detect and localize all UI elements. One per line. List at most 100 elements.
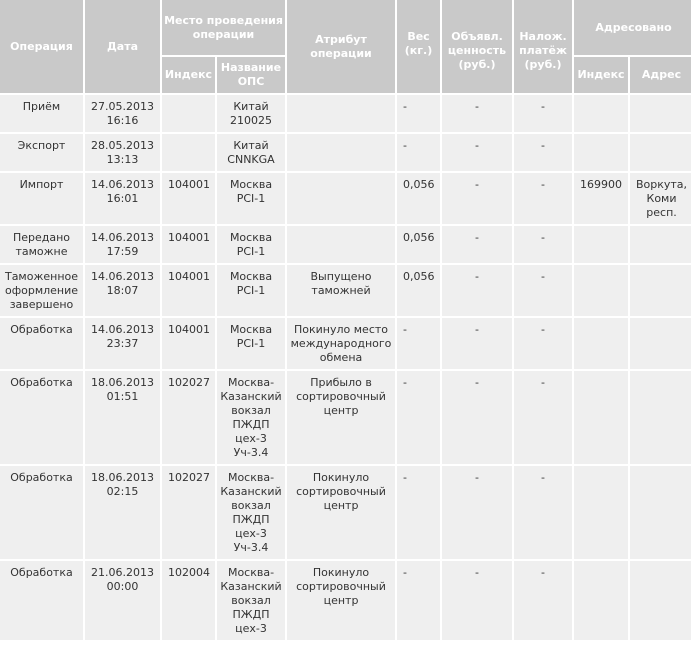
cell-weight: 0,056 — [397, 173, 441, 224]
cell-operation: Передано таможне — [0, 226, 83, 263]
cell-attribute — [287, 226, 396, 263]
cell-operation: Обработка — [0, 371, 83, 464]
table-row: Экспорт 28.05.2013 13:13 Китай CNNKGA - - - — [0, 134, 691, 171]
cell-addr — [630, 561, 691, 640]
cell-date: 18.06.2013 02:15 — [85, 466, 160, 559]
cell-place: Москва PCI-1 — [217, 173, 286, 224]
cell-addr-index — [574, 265, 629, 316]
cell-index: 104001 — [162, 226, 215, 263]
cell-index: 104001 — [162, 265, 215, 316]
cell-attribute — [287, 173, 396, 224]
cell-addr-index — [574, 561, 629, 640]
cell-index: 104001 — [162, 173, 215, 224]
cell-value: - — [442, 466, 513, 559]
cell-addr — [630, 466, 691, 559]
cell-operation: Обработка — [0, 466, 83, 559]
cell-index: 102004 — [162, 561, 215, 640]
table-body: Приём 27.05.2013 16:16 Китай 210025- - - Экспор… — [0, 95, 691, 640]
col-declared-value: Объявл. ценность (руб.) — [442, 0, 513, 93]
table-row: Передано таможне 14.06.2013 17:59 104001 Моск… — [0, 226, 691, 263]
cell-attribute: Выпущено таможней — [287, 265, 396, 316]
col-addressed: Адресовано — [574, 0, 691, 55]
cell-value: - — [442, 265, 513, 316]
table-row: Импорт 14.06.2013 16:01 104001 Москва PCI-1 0,… — [0, 173, 691, 224]
cell-index: 102027 — [162, 371, 215, 464]
cell-cod: - — [514, 466, 573, 559]
col-operation: Операция — [0, 0, 83, 93]
cell-addr-index — [574, 371, 629, 464]
cell-weight: - — [397, 318, 441, 369]
cell-cod: - — [514, 265, 573, 316]
cell-addr-index — [574, 466, 629, 559]
cell-index — [162, 134, 215, 171]
cell-addr-index: 169900 — [574, 173, 629, 224]
col-cod: Налож. платёж (руб.) — [514, 0, 573, 93]
cell-weight: 0,056 — [397, 226, 441, 263]
cell-index — [162, 95, 215, 132]
cell-place: Китай 210025 — [217, 95, 286, 132]
cell-index: 104001 — [162, 318, 215, 369]
col-addr-index: Индекс — [574, 57, 629, 93]
cell-place: Москва- Казанский вокзал ПЖДП цех-3 Уч-3.4 — [217, 371, 286, 464]
cell-cod: - — [514, 134, 573, 171]
col-addr-address: Адрес — [630, 57, 691, 93]
col-date: Дата — [85, 0, 160, 93]
cell-date: 14.06.2013 18:07 — [85, 265, 160, 316]
cell-date: 14.06.2013 23:37 — [85, 318, 160, 369]
cell-attribute — [287, 95, 396, 132]
cell-addr-index — [574, 226, 629, 263]
cell-place: Китай CNNKGA — [217, 134, 286, 171]
cell-operation: Обработка — [0, 561, 83, 640]
cell-date: 14.06.2013 17:59 — [85, 226, 160, 263]
cell-addr — [630, 265, 691, 316]
cell-value: - — [442, 226, 513, 263]
cell-attribute: Покинуло место международного обмена — [287, 318, 396, 369]
cell-date: 18.06.2013 01:51 — [85, 371, 160, 464]
cell-place: Москва- Казанский вокзал ПЖДП цех-3 Уч-3.4 — [217, 466, 286, 559]
cell-value: - — [442, 318, 513, 369]
cell-value: - — [442, 371, 513, 464]
cell-date: 14.06.2013 16:01 — [85, 173, 160, 224]
cell-addr — [630, 226, 691, 263]
cell-place: Москва PCI-1 — [217, 226, 286, 263]
cell-attribute: Покинуло сортировочный центр — [287, 466, 396, 559]
cell-cod: - — [514, 371, 573, 464]
table-row: Обработка 21.06.2013 00:00 102004 Москва- Каз… — [0, 561, 691, 640]
cell-place: Москва- Казанский вокзал ПЖДП цех-3 — [217, 561, 286, 640]
cell-addr: Воркута, Коми респ. — [630, 173, 691, 224]
cell-cod: - — [514, 318, 573, 369]
cell-attribute — [287, 134, 396, 171]
cell-addr — [630, 318, 691, 369]
table-row: Обработка 18.06.2013 01:51 102027 Москва- Каз… — [0, 371, 691, 464]
cell-operation: Таможенное оформление завершено — [0, 265, 83, 316]
cell-cod: - — [514, 173, 573, 224]
cell-addr — [630, 95, 691, 132]
cell-addr-index — [574, 95, 629, 132]
cell-operation: Экспорт — [0, 134, 83, 171]
cell-date: 28.05.2013 13:13 — [85, 134, 160, 171]
cell-weight: - — [397, 561, 441, 640]
cell-weight: - — [397, 134, 441, 171]
cell-value: - — [442, 95, 513, 132]
col-weight: Вес (кг.) — [397, 0, 441, 93]
col-place-index: Индекс — [162, 57, 215, 93]
cell-weight: - — [397, 371, 441, 464]
cell-addr-index — [574, 318, 629, 369]
cell-value: - — [442, 134, 513, 171]
cell-operation: Обработка — [0, 318, 83, 369]
cell-cod: - — [514, 561, 573, 640]
cell-addr — [630, 371, 691, 464]
cell-operation: Импорт — [0, 173, 83, 224]
cell-place: Москва PCI-1 — [217, 265, 286, 316]
table-row: Обработка 18.06.2013 02:15 102027 Москва- Каз… — [0, 466, 691, 559]
cell-weight: - — [397, 95, 441, 132]
cell-value: - — [442, 561, 513, 640]
cell-attribute: Покинуло сортировочный центр — [287, 561, 396, 640]
table-row: Обработка 14.06.2013 23:37 104001 Москва PCI-… — [0, 318, 691, 369]
cell-date: 27.05.2013 16:16 — [85, 95, 160, 132]
cell-index: 102027 — [162, 466, 215, 559]
col-place-name: Название ОПС — [217, 57, 286, 93]
table-row: Приём 27.05.2013 16:16 Китай 210025- - - — [0, 95, 691, 132]
col-attribute: Атрибут операции — [287, 0, 396, 93]
